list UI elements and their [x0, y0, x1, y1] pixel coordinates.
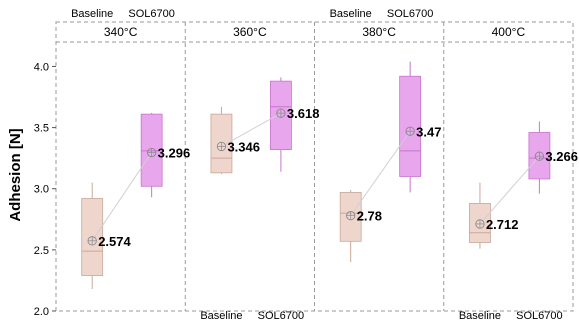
category-label-sol6700: SOL6700 [128, 8, 174, 20]
sol6700-mean-label: 3.296 [158, 146, 191, 161]
mean-connect-line [350, 130, 411, 216]
sol6700-mean-label: 3.266 [545, 149, 578, 164]
y-tick-label: 2.5 [34, 245, 49, 257]
panel-header-label: 380°C [362, 25, 396, 39]
category-label-sol6700: SOL6700 [516, 310, 562, 322]
y-tick-label: 2.0 [34, 306, 49, 318]
mean-connect-line [91, 152, 153, 242]
baseline-mean-label: 3.346 [227, 139, 260, 154]
mean-connect-line [221, 112, 282, 147]
category-label-baseline: Baseline [330, 8, 372, 20]
category-label-baseline: Baseline [71, 8, 113, 20]
y-axis: 2.0 2.5 3.0 3.5 4.0 [34, 61, 56, 318]
y-tick-label: 3.0 [34, 184, 49, 196]
category-label-sol6700: SOL6700 [258, 310, 304, 322]
category-label-baseline: Baseline [200, 310, 242, 322]
mean-connect-line [479, 155, 540, 225]
y-tick-label: 3.5 [34, 123, 49, 135]
category-label-baseline: Baseline [459, 310, 501, 322]
baseline-mean-label: 2.78 [357, 209, 382, 224]
category-label-sol6700: SOL6700 [387, 8, 433, 20]
y-axis-title: Adhesion [N] [7, 128, 24, 221]
panels-layer [55, 21, 574, 312]
labels-layer: 340°C 360°C 380°C 400°C 2.574 3.296 Baseline SO… [71, 8, 578, 322]
sol6700-box [399, 75, 422, 177]
baseline-mean-label: 2.712 [486, 217, 519, 232]
panel-header-label: 400°C [492, 25, 526, 39]
panel-header-label: 360°C [233, 25, 267, 39]
marks-layer [81, 61, 551, 289]
sol6700-mean-label: 3.47 [416, 124, 441, 139]
y-tick-label: 4.0 [34, 61, 49, 73]
baseline-mean-label: 2.574 [98, 234, 131, 249]
panel-header-label: 340°C [104, 25, 138, 39]
sol6700-mean-label: 3.618 [287, 106, 320, 121]
